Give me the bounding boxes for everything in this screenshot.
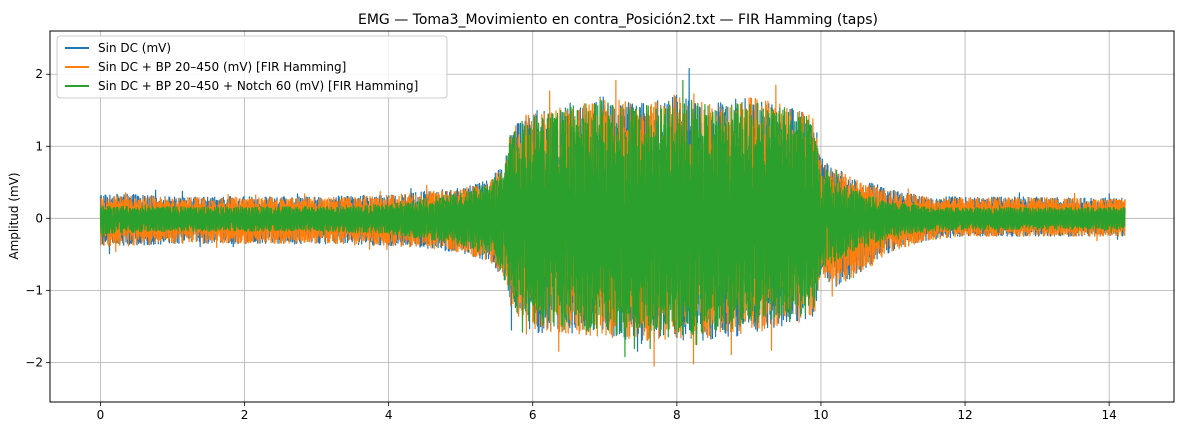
legend-label: Sin DC + BP 20–450 + Notch 60 (mV) [FIR … — [98, 79, 418, 93]
x-tick-label: 8 — [673, 408, 681, 422]
y-tick-label: 2 — [35, 67, 43, 81]
y-axis-label: Amplitud (mV) — [7, 172, 21, 259]
legend-label: Sin DC + BP 20–450 (mV) [FIR Hamming] — [98, 60, 346, 74]
chart-title: EMG — Toma3_Movimiento en contra_Posició… — [358, 12, 878, 28]
plot-frame — [49, 30, 1175, 403]
y-tick-label: −1 — [25, 283, 43, 297]
legend-box — [56, 35, 448, 99]
x-tick-label: 10 — [813, 408, 828, 422]
legend: Sin DC (mV) Sin DC + BP 20–450 (mV) [FIR … — [56, 35, 448, 99]
y-tick-label: 0 — [35, 211, 43, 225]
x-tick-label: 14 — [1102, 408, 1117, 422]
x-tick-label: 6 — [529, 408, 537, 422]
y-tick-label: 1 — [35, 139, 43, 153]
x-tick-label: 0 — [97, 408, 105, 422]
legend-label: Sin DC (mV) — [98, 41, 171, 55]
x-tick-label: 2 — [241, 408, 249, 422]
x-tick-label: 12 — [957, 408, 972, 422]
x-tick-label: 4 — [385, 408, 393, 422]
y-tick-label: −2 — [25, 355, 43, 369]
plot-area — [99, 67, 1126, 367]
series-line — [99, 79, 1126, 358]
